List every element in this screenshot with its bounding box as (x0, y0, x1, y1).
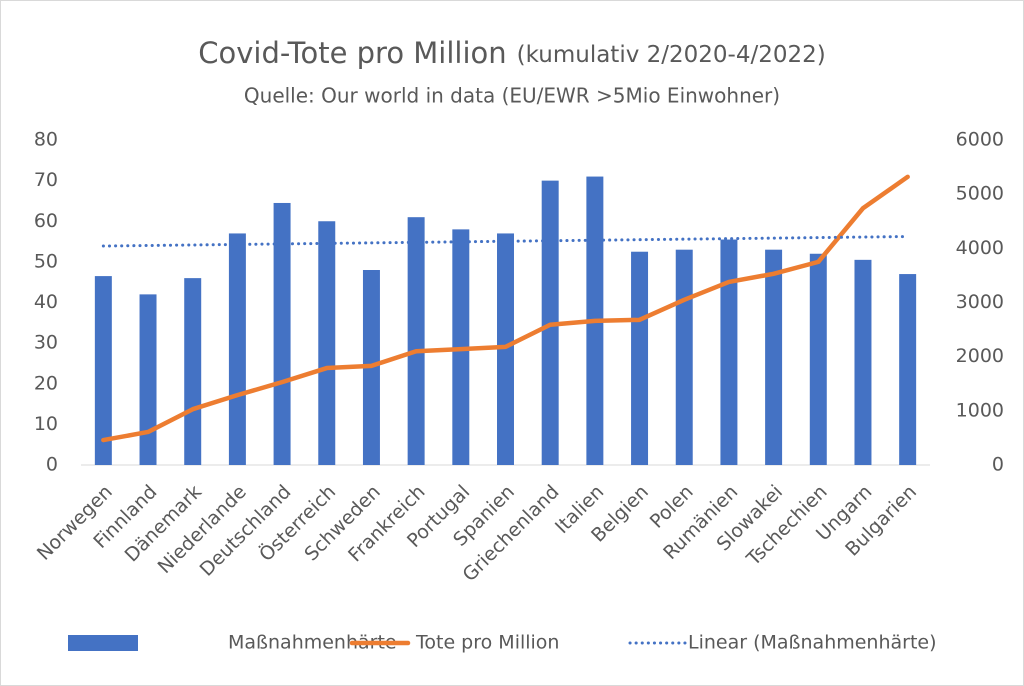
y-tick-label: 50 (34, 250, 58, 272)
y2-tick-label: 1000 (956, 399, 1004, 421)
y2-tick-label: 0 (992, 454, 1004, 476)
bar (675, 249, 693, 465)
bar (94, 276, 112, 465)
bar (809, 253, 827, 465)
y-tick-label: 70 (34, 169, 58, 191)
chart-title: Covid-Tote pro Million (kumulativ 2/2020-… (198, 36, 825, 70)
legend-label: Tote pro Million (415, 632, 559, 654)
bar (407, 217, 425, 465)
bar (273, 202, 291, 465)
y2-tick-label: 2000 (956, 345, 1004, 367)
y2-tick-label: 3000 (956, 291, 1004, 313)
bar (854, 259, 872, 465)
bar (899, 274, 917, 465)
trend-line (101, 235, 910, 248)
chart-subtitle: Quelle: Our world in data (EU/EWR >5Mio … (244, 84, 780, 108)
title-note: (kumulativ 2/2020-4/2022) (517, 42, 826, 68)
y-tick-label: 10 (34, 413, 58, 435)
bar (720, 239, 738, 465)
y2-tick-label: 4000 (956, 237, 1004, 259)
bar (765, 249, 783, 465)
legend-label: Maßnahmenhärte (228, 632, 397, 654)
bar (184, 278, 202, 465)
legend-label: Linear (Maßnahmenhärte) (688, 632, 937, 654)
line (101, 174, 910, 443)
legend-swatch (68, 635, 138, 651)
y-tick-label: 60 (34, 210, 58, 232)
title-main: Covid-Tote pro Million (198, 36, 506, 70)
y-tick-label: 0 (46, 454, 58, 476)
y-tick-label: 80 (34, 129, 58, 151)
y-tick-label: 40 (34, 291, 58, 313)
bar (228, 233, 246, 465)
y-tick-label: 30 (34, 332, 58, 354)
bar (318, 221, 336, 465)
y2-tick-label: 6000 (956, 129, 1004, 151)
y2-tick-label: 5000 (956, 183, 1004, 205)
bar (139, 294, 157, 465)
y-tick-label: 20 (34, 372, 58, 394)
bar (497, 233, 514, 465)
bar (631, 251, 649, 465)
